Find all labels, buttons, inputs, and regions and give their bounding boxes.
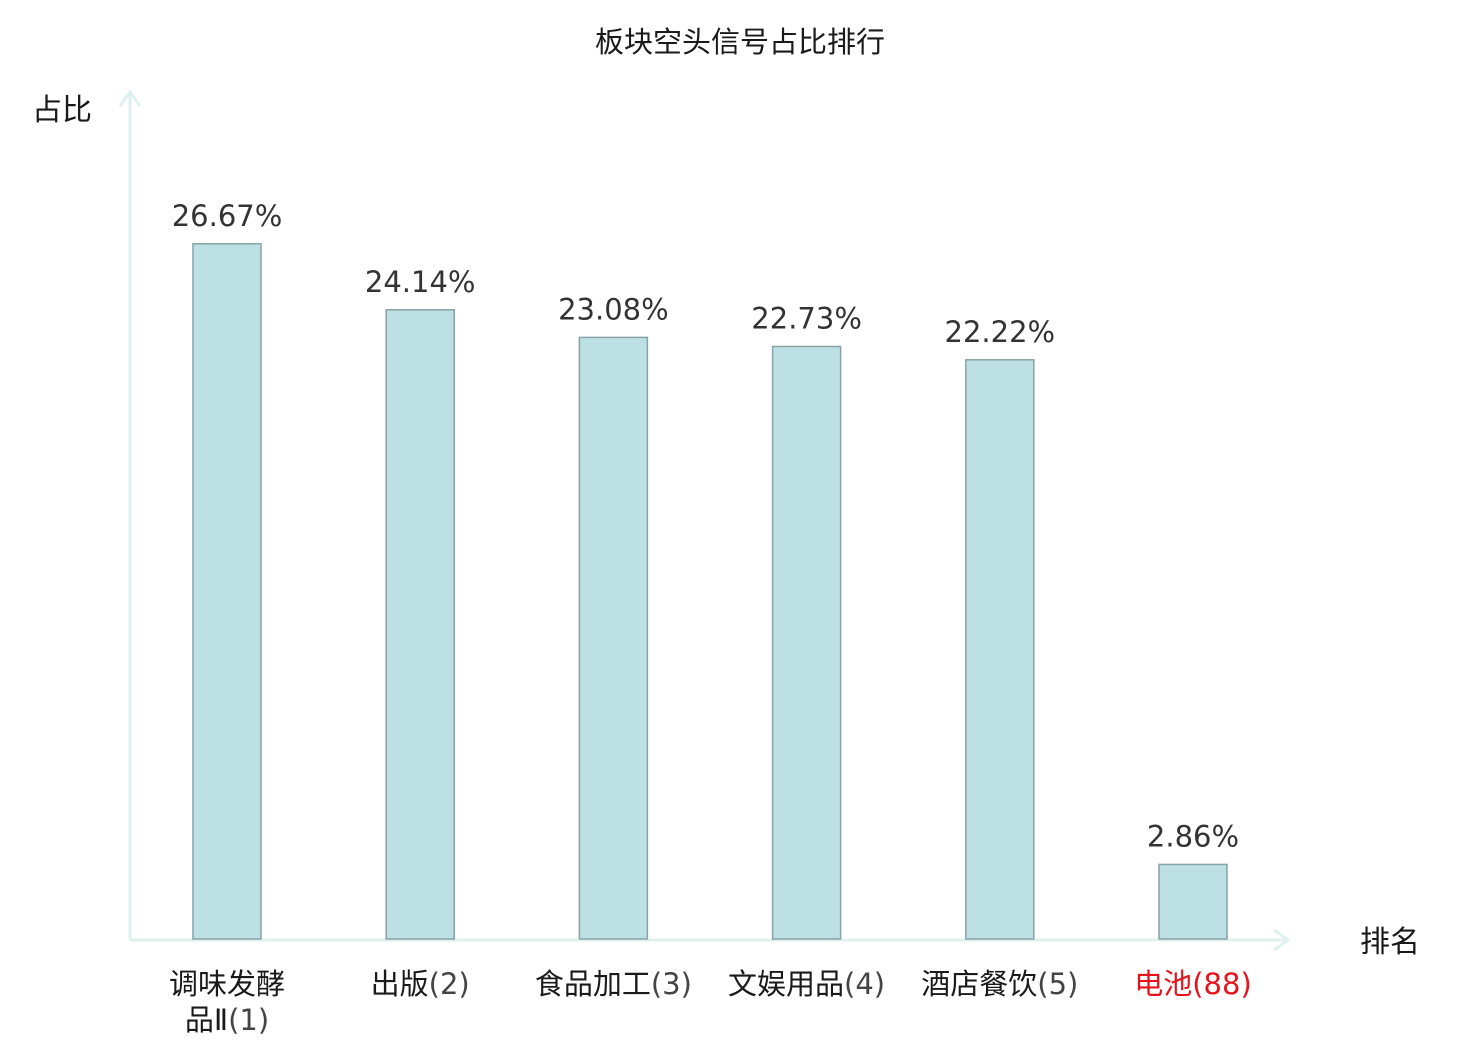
x-tick-label: 酒店餐饮(5) bbox=[921, 967, 1078, 1001]
bar-value-label: 22.73% bbox=[751, 302, 862, 336]
category-name: 酒店餐饮 bbox=[921, 967, 1037, 1001]
x-axis-label: 排名 bbox=[1360, 925, 1420, 960]
x-tick-label: 电池(88) bbox=[1134, 967, 1252, 1001]
x-axis-arrow bbox=[1273, 928, 1291, 952]
category-name: 调味发酵 bbox=[169, 967, 285, 1001]
bar bbox=[1158, 863, 1228, 940]
category-rank: (4) bbox=[844, 967, 885, 1001]
category-name: 电池 bbox=[1134, 967, 1192, 1001]
bar-value-label: 24.14% bbox=[365, 265, 476, 299]
category-rank: (2) bbox=[429, 967, 470, 1001]
bar bbox=[578, 336, 649, 940]
y-axis-arrow bbox=[118, 89, 142, 107]
y-axis-label: 占比 bbox=[32, 93, 92, 128]
bar bbox=[192, 243, 262, 940]
bar bbox=[965, 359, 1035, 940]
bar-value-label: 26.67% bbox=[172, 199, 283, 233]
bar-value-label: 23.08% bbox=[558, 292, 669, 326]
bar-value-label: 22.22% bbox=[945, 315, 1056, 349]
category-rank: (1) bbox=[228, 1003, 269, 1037]
category-rank: (5) bbox=[1037, 967, 1078, 1001]
category-rank: (88) bbox=[1192, 967, 1252, 1001]
x-tick-label: 文娱用品(4) bbox=[728, 967, 885, 1001]
x-tick-label: 食品加工(3) bbox=[535, 967, 692, 1001]
category-name: 出版 bbox=[371, 967, 429, 1001]
category-name: 品Ⅱ bbox=[185, 1003, 228, 1037]
chart-title: 板块空头信号占比排行 bbox=[595, 25, 885, 59]
category-name: 食品加工 bbox=[535, 967, 651, 1001]
bar bbox=[385, 309, 455, 940]
bar bbox=[771, 345, 842, 940]
category-name: 文娱用品 bbox=[728, 967, 844, 1001]
category-rank: (3) bbox=[651, 967, 692, 1001]
x-tick-label: 出版(2) bbox=[371, 967, 470, 1001]
x-tick-label: 调味发酵 bbox=[169, 967, 285, 1001]
bar-value-label: 2.86% bbox=[1147, 819, 1239, 853]
x-tick-label: 品Ⅱ(1) bbox=[185, 1003, 269, 1037]
